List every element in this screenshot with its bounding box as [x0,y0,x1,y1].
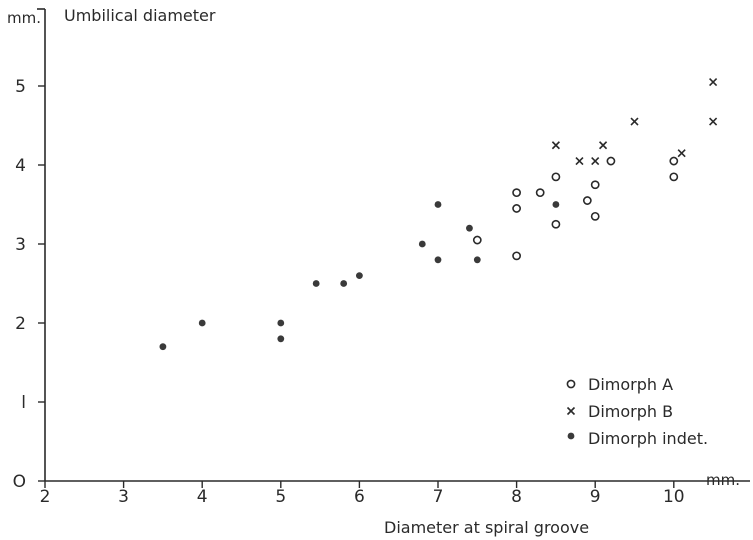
y-tick-label: O [13,472,26,492]
data-point-dimorph-a [512,204,521,213]
data-point-dimorph-b [598,141,608,150]
data-point-dimorph-indet [277,319,285,327]
legend-label: Dimorph A [588,375,673,394]
data-point-dimorph-b [591,156,600,166]
data-point-dimorph-a [512,251,521,261]
data-point-dimorph-b [630,117,639,126]
data-point-dimorph-indet [198,319,206,327]
x-tick-label: 3 [118,487,129,507]
data-point-dimorph-a [590,211,600,221]
legend: Dimorph A Dimorph B Dimorph indet. [566,375,708,448]
y-axis-title: Umbilical diameter [64,6,216,25]
data-point-dimorph-indet [277,335,285,343]
data-point-dimorph-indet [356,272,363,279]
data-point-dimorph-a [606,156,616,166]
y-tick-label: 2 [15,314,26,334]
legend-item-dimorph-a: Dimorph A [566,375,673,394]
data-point-dimorph-b [551,141,560,150]
data-point-dimorph-a [669,156,679,166]
data-point-dimorph-indet [466,224,473,232]
data-point-dimorph-indet [552,201,560,208]
data-point-dimorph-a [535,188,545,198]
data-point-dimorph-b [575,156,584,166]
legend-marker-filled-dot [567,432,575,440]
x-tick-label: 8 [511,487,522,507]
data-point-dimorph-a [582,196,592,205]
x-tick-label: 7 [433,487,444,507]
y-tick-label: l [21,393,26,413]
data-point-dimorph-a [669,172,679,182]
x-tick-label: 9 [590,487,601,507]
x-tick-label: 4 [197,487,208,507]
data-point-dimorph-indet [312,280,320,287]
legend-item-dimorph-b: Dimorph B [566,402,673,421]
axes: 2 3 4 5 6 7 8 9 10 Ol 2 3 4 5 [13,8,750,507]
data-point-dimorph-indet [434,201,442,208]
y-axis-ticks: Ol 2 3 4 5 [13,77,45,492]
x-axis-ticks: 2 3 4 5 6 7 8 9 10 [40,481,685,507]
y-tick-label: 5 [15,77,26,97]
data-point-dimorph-a [590,180,600,190]
legend-label: Dimorph indet. [588,429,708,448]
data-point-dimorph-indet [159,343,167,351]
x-tick-label: 5 [275,487,286,507]
data-point-dimorph-indet [434,256,442,264]
x-axis-unit: mm. [706,471,740,489]
data-point-dimorph-a [551,219,561,229]
legend-item-dimorph-indet: Dimorph indet. [567,429,708,448]
y-axis-unit: mm. [7,9,41,27]
x-tick-label: 10 [663,487,685,507]
y-tick-label: 4 [15,156,26,176]
data-point-dimorph-indet [473,256,481,264]
data-point-dimorph-a [472,235,482,245]
legend-marker-open-circle [566,379,576,389]
x-axis-title: Diameter at spiral groove [384,518,589,537]
data-point-dimorph-indet [340,280,348,287]
x-tick-label: 6 [354,487,365,507]
data-point-dimorph-b [677,149,686,158]
data-point-dimorph-b [709,77,718,87]
legend-label: Dimorph B [588,402,673,421]
legend-marker-cross [566,406,576,416]
x-tick-label: 2 [40,487,51,507]
data-point-dimorph-a [551,172,561,182]
data-point-dimorph-indet [418,240,426,248]
data-point-dimorph-a [512,188,521,198]
data-points [159,77,718,351]
y-tick-label: 3 [15,235,26,255]
data-point-dimorph-b [709,117,718,126]
